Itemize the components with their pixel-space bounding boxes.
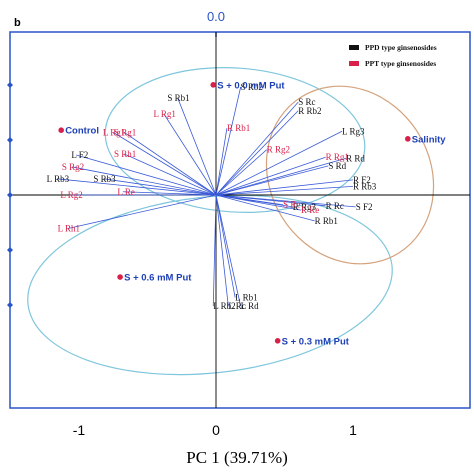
loading-label-r-rb1-12: R Rb1 [315, 216, 338, 226]
loading-vector-r-rg1-30 [215, 156, 326, 196]
loading-label-l-rg3-4: L Rg3 [342, 126, 365, 136]
loading-vector-s-rc-2 [215, 101, 299, 196]
loading-vector-l-re-26 [122, 191, 217, 196]
legend-entry-ppd: PPD type ginsenosides [365, 43, 437, 52]
loading-label-r-rb2-3: R Rb2 [298, 106, 321, 116]
plot-frame [9, 31, 471, 409]
left-axis-tick-marker [7, 137, 13, 143]
loading-label-s-f2-9: S F2 [356, 202, 373, 212]
loading-label-s-re-31: S Re [283, 200, 300, 210]
loading-vector-s-rb3-15 [103, 178, 217, 196]
x-tick-label-0: -1 [73, 422, 86, 438]
treatment-point-salinity [405, 136, 411, 142]
left-axis-ticks [7, 82, 13, 308]
treatment-points: Control S + 0.0 mM Put Salinity S + 0.6 mM … [58, 80, 446, 347]
left-axis-tick-marker [7, 192, 13, 198]
ellipse-salinity-cluster [265, 85, 435, 265]
loading-label-l-rd-19: L Rd [241, 301, 259, 311]
loading-label-l-rc-18: L Rc [228, 301, 245, 311]
treatment-point-s-0-6-mm-put [117, 274, 123, 280]
treatment-point-control [58, 127, 64, 133]
panel-letter: b [14, 17, 21, 29]
ellipse-upper-cluster [104, 67, 366, 213]
treatment-label-s-0-3-mm-put: S + 0.3 mM Put [282, 336, 350, 347]
loading-label-s-rd-6: S Rd [328, 161, 346, 171]
loading-label-s-rb1-0: S Rb1 [167, 93, 189, 103]
treatment-label-control: Control [65, 126, 99, 137]
loading-label-l-rg1-22: L Rg1 [154, 109, 176, 119]
loading-label-r-rd-5: R Rd [346, 153, 365, 163]
loading-vector-l-rg1-22 [163, 113, 217, 196]
loading-label-l-rb3-14: L Rb3 [47, 174, 70, 184]
loading-vector-s-rg1-21 [123, 132, 217, 196]
loading-vector-l-rb3-14 [57, 178, 217, 196]
treatment-label-s-0-0-mm-put: S + 0.0 mM Put [217, 80, 285, 91]
left-axis-tick-marker [7, 247, 13, 253]
loading-label-r-rb1-28: R Rb1 [227, 123, 250, 133]
loading-label-l-rb1-16: L Rb1 [235, 293, 257, 303]
loading-label-l-rg2-25: L Rg2 [60, 190, 82, 200]
ellipse-lower-cluster [27, 194, 393, 376]
x-axis-title: PC 1 (39.71%) [186, 448, 288, 467]
loading-label-r-re-32: R Re [301, 205, 319, 215]
loading-vector-r-rg2-29 [215, 149, 267, 196]
loading-label-r-rg1-30: R Rg1 [326, 152, 349, 162]
legend-entry-ppt: PPT type ginsenosides [365, 59, 436, 68]
loading-vector-s-rb1-0 [177, 97, 217, 196]
loading-label-l-rb2-17: L Rb2 [213, 301, 235, 311]
legend-swatch-ppt [349, 61, 359, 66]
loading-label-r-rc-10: R Rc [326, 201, 344, 211]
loading-label-l-rg1-20: L Rg1 [103, 127, 125, 137]
loading-vector-l-rc-18 [215, 194, 229, 307]
treatment-point-s-0-0-mm-put [210, 82, 217, 88]
loading-label-s-rb2-1: S Rb2 [241, 82, 263, 92]
loading-vector-s-rb2-1 [215, 86, 242, 196]
left-axis-tick-marker [7, 82, 13, 88]
left-axis-tick-marker [7, 302, 13, 308]
loading-vector-l-f2-13 [76, 154, 217, 196]
loading-label-r-rb3-8: R Rb3 [353, 181, 377, 191]
treatment-label-s-0-6-mm-put: S + 0.6 mM Put [124, 273, 192, 284]
x-axis-ticks: -1 0 1 [73, 422, 357, 438]
treatment-label-salinity: Salinity [412, 134, 447, 145]
loading-vector-s-rg2-24 [72, 166, 217, 196]
loading-vector-l-rg3-4 [215, 130, 343, 196]
loading-label-s-rh1-23: S Rh1 [114, 149, 136, 159]
loading-vector-r-rb1-12 [215, 194, 315, 222]
legend: PPD type ginsenosides PPT type ginsenosi… [349, 43, 437, 68]
top-axis-label: 0.0 [207, 9, 225, 24]
loading-vector-r-rb1-28 [215, 127, 228, 196]
loading-label-r-f2-7: R F2 [353, 175, 371, 185]
treatment-point-s-0-3-mm-put [274, 338, 281, 344]
loading-label-l-re-26: L Re [117, 187, 134, 197]
x-tick-label-2: 1 [349, 422, 357, 438]
loading-vectors [57, 86, 356, 307]
loading-vector-r-rb2-3 [215, 110, 299, 196]
loading-vector-r-re-32 [215, 194, 302, 211]
loading-label-s-rg2-24: S Rg2 [62, 162, 84, 172]
loading-vector-s-rd-6 [215, 165, 329, 196]
loading-label-s-rg1-21: S Rg1 [114, 127, 136, 137]
loading-vector-r-rb3-8 [215, 185, 354, 196]
loading-label-l-rh1-27: L Rh1 [58, 223, 80, 233]
loading-label-s-rc-2: S Rc [298, 97, 315, 107]
loading-label-s-rb3-15: S Rb3 [93, 174, 116, 184]
loading-vector-s-rh1-23 [124, 153, 217, 196]
loading-vector-r-rc-10 [215, 194, 326, 207]
loading-vector-l-rd-19 [215, 194, 242, 307]
loading-vector-r-f2-7 [215, 179, 354, 196]
loading-vector-r-rd-5 [215, 157, 347, 196]
loading-label-r-rg3-11: R Rg3 [293, 202, 317, 212]
loading-label-l-f2-13: L F2 [71, 150, 88, 160]
loading-vector-l-rb2-17 [212, 194, 217, 307]
x-tick-label-1: 0 [212, 422, 220, 438]
legend-swatch-ppd [349, 45, 359, 50]
loading-vector-l-rg1-20 [113, 132, 217, 196]
loading-vector-l-rb1-16 [215, 194, 236, 298]
loading-vector-l-rh1-27 [67, 194, 217, 229]
loading-label-r-rg2-29: R Rg2 [267, 145, 290, 155]
